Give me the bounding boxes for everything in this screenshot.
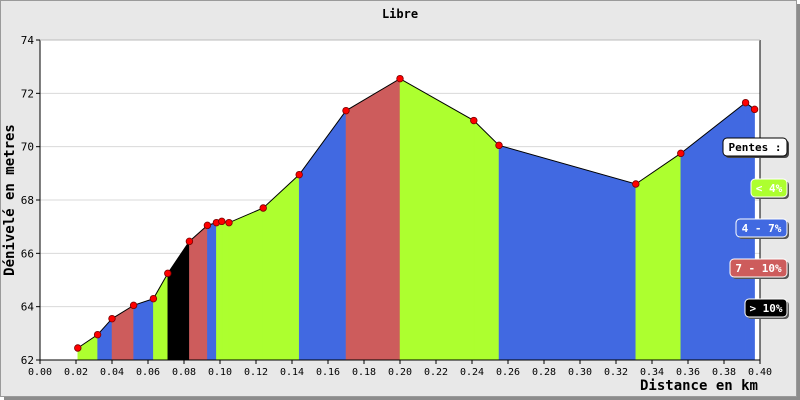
x-tick-label: 0.16 [316,367,340,378]
x-tick-label: 0.34 [640,367,664,378]
x-tick-label: 0.24 [460,367,484,378]
slope-segment [189,224,208,361]
legend-swatch [744,298,788,318]
data-point [750,105,759,114]
data-point [93,330,102,339]
x-tick-label: 0.00 [28,367,52,378]
x-axis-label: Distance en km [640,378,758,394]
frame-shadow-right [797,4,800,400]
data-point [295,170,303,179]
slope-segment [473,119,500,361]
x-tick-label: 0.08 [172,367,196,378]
data-point [185,237,194,246]
data-point [470,116,478,125]
data-point [632,180,640,188]
slope-segment [133,298,154,361]
data-point [74,344,82,352]
data-point [203,221,212,230]
x-tick-label: 0.14 [280,367,304,378]
legend-label: 4 - 7% [742,222,782,235]
legend-swatch [735,218,788,238]
x-tick-label: 0.06 [136,367,160,378]
legend-label: > 10% [749,302,782,315]
x-tick-labels: 0.00 0.02 0.04 0.06 0.08 0.10 0.12 0.14 0.16 0.18… [28,360,772,378]
slope-segment [399,78,475,361]
x-tick-label: 0.10 [208,367,232,378]
y-tick-label: 68 [21,194,34,207]
data-point-markers [74,74,759,352]
x-tick-label: 0.40 [748,367,772,378]
data-point [149,294,158,303]
legend-title: Pentes : [729,141,782,154]
data-point [677,149,685,158]
slope-segment [216,221,223,361]
chart-title: Libre [382,7,418,21]
x-tick-label: 0.22 [424,367,448,378]
slope-segment [221,221,230,361]
x-tick-label: 0.18 [352,367,376,378]
data-point [218,217,226,226]
y-tick-label: 64 [21,301,35,314]
x-tick-label: 0.04 [100,367,124,378]
legend-title-box [722,137,788,157]
x-tick-label: 0.20 [388,367,412,378]
legend-label: 7 - 10% [735,262,782,275]
x-tick-label: 0.38 [712,367,736,378]
slope-segment [207,222,217,361]
data-point [108,314,116,323]
legend-swatch [750,178,788,198]
y-tick-label: 70 [21,141,34,154]
legend: Pentes : < 4% 4 - 7% 7 - 10% > 10% [722,137,789,319]
x-tick-label: 0.26 [496,367,520,378]
y-tick-label: 66 [21,247,34,260]
slope-segment [228,207,264,361]
slope-segment [635,152,682,361]
data-point [495,141,503,150]
frame-shadow-bottom [4,397,800,400]
data-point [342,106,350,115]
x-tick-label: 0.32 [604,367,628,378]
x-tick-label: 0.12 [244,367,268,378]
legend-label: < 4% [756,182,783,195]
y-tick-label: 72 [21,87,34,100]
slope-area-fills [77,78,755,361]
legend-swatch [729,258,788,278]
y-axis-label: Dénivelé en metres [2,124,18,276]
x-tick-label: 0.28 [532,367,556,378]
data-point [259,204,267,212]
x-tick-label: 0.02 [64,367,88,378]
y-tick-label: 74 [21,34,35,47]
y-tick-label: 62 [21,354,34,367]
slope-segment [345,78,401,361]
data-point [396,74,404,83]
y-tick-labels: 62 64 66 68 70 72 74 [21,34,40,367]
x-tick-label: 0.30 [568,367,592,378]
data-point [129,301,138,310]
data-point [225,218,233,227]
data-point [741,98,750,107]
x-tick-label: 0.36 [676,367,700,378]
data-point [164,269,172,278]
